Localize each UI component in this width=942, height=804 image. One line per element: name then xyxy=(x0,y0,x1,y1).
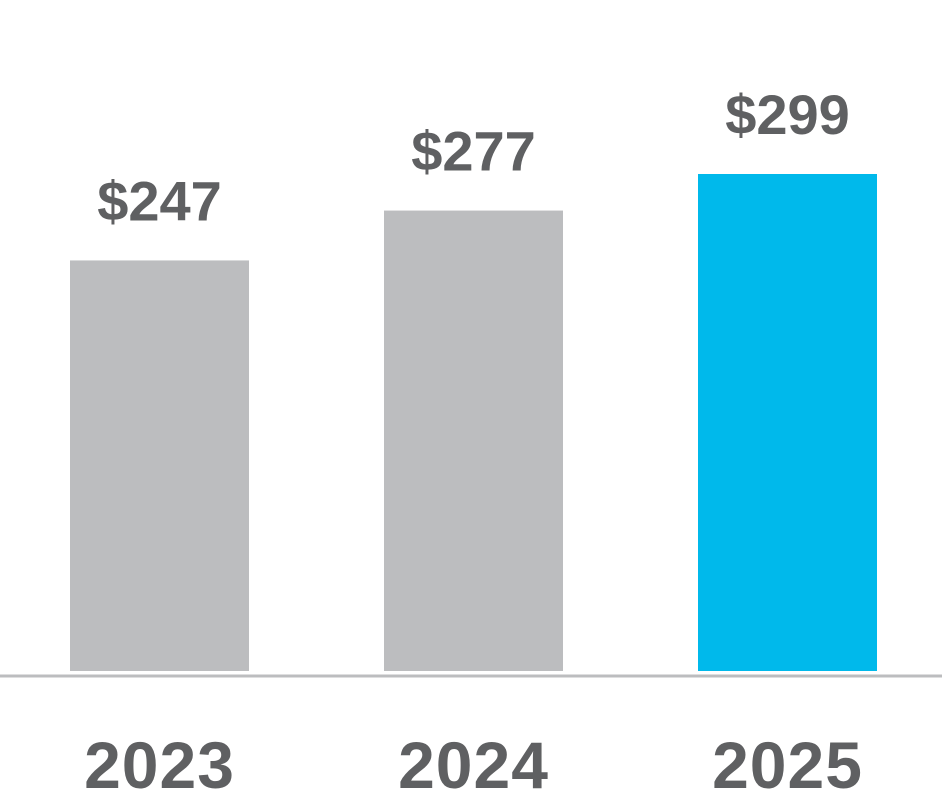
bar-2024 xyxy=(384,210,563,672)
x-tick-label-2023: 2023 xyxy=(84,728,235,802)
category-labels-group: 2023 2024 2025 xyxy=(84,728,863,802)
bars-group xyxy=(70,174,877,672)
data-label-2023: $247 xyxy=(97,169,222,232)
bar-2025 xyxy=(698,174,877,671)
x-tick-label-2024: 2024 xyxy=(398,728,549,802)
bar-2023 xyxy=(70,260,249,671)
data-label-2025: $299 xyxy=(725,83,850,146)
data-label-2024: $277 xyxy=(411,120,536,183)
x-tick-label-2025: 2025 xyxy=(712,728,863,802)
value-labels-group: $247 $277 $299 xyxy=(97,83,850,232)
